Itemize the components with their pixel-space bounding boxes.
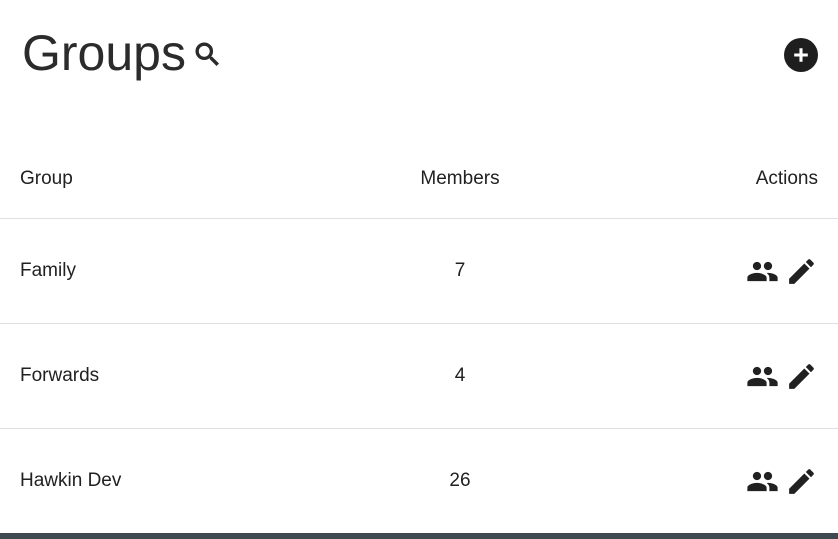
- people-icon: [746, 360, 779, 393]
- members-count-cell: 4: [454, 365, 466, 386]
- column-header-group: Group: [20, 168, 73, 189]
- title-wrap: Groups: [22, 26, 223, 81]
- column-header-actions: Actions: [755, 168, 818, 189]
- group-row: Forwards 4: [0, 323, 838, 428]
- group-name-cell: Family: [20, 260, 76, 281]
- pencil-icon: [785, 465, 818, 498]
- actions-cell: [525, 255, 818, 288]
- search-button[interactable]: [192, 39, 223, 70]
- page-header: Groups: [0, 0, 838, 86]
- bottom-bar: [0, 533, 838, 539]
- group-row: Hawkin Dev 26: [0, 428, 838, 533]
- group-row: Family 7: [0, 218, 838, 323]
- view-members-button[interactable]: [746, 465, 779, 498]
- add-group-button[interactable]: [784, 38, 818, 72]
- pencil-icon: [785, 360, 818, 393]
- table-header-row: Group Members Actions: [0, 86, 838, 218]
- group-name-cell: Hawkin Dev: [20, 470, 122, 491]
- members-count-cell: 7: [454, 260, 466, 281]
- search-icon: [192, 39, 223, 70]
- edit-group-button[interactable]: [785, 255, 818, 288]
- column-header-members: Members: [420, 168, 500, 189]
- group-name-cell: Forwards: [20, 365, 100, 386]
- members-count-cell: 26: [449, 470, 471, 491]
- edit-group-button[interactable]: [785, 360, 818, 393]
- view-members-button[interactable]: [746, 255, 779, 288]
- pencil-icon: [785, 255, 818, 288]
- groups-table-body: Family 7: [0, 218, 838, 533]
- actions-cell: [525, 465, 818, 498]
- people-icon: [746, 255, 779, 288]
- people-icon: [746, 465, 779, 498]
- page-title: Groups: [22, 25, 186, 81]
- view-members-button[interactable]: [746, 360, 779, 393]
- plus-icon: [789, 43, 813, 67]
- edit-group-button[interactable]: [785, 465, 818, 498]
- actions-cell: [525, 360, 818, 393]
